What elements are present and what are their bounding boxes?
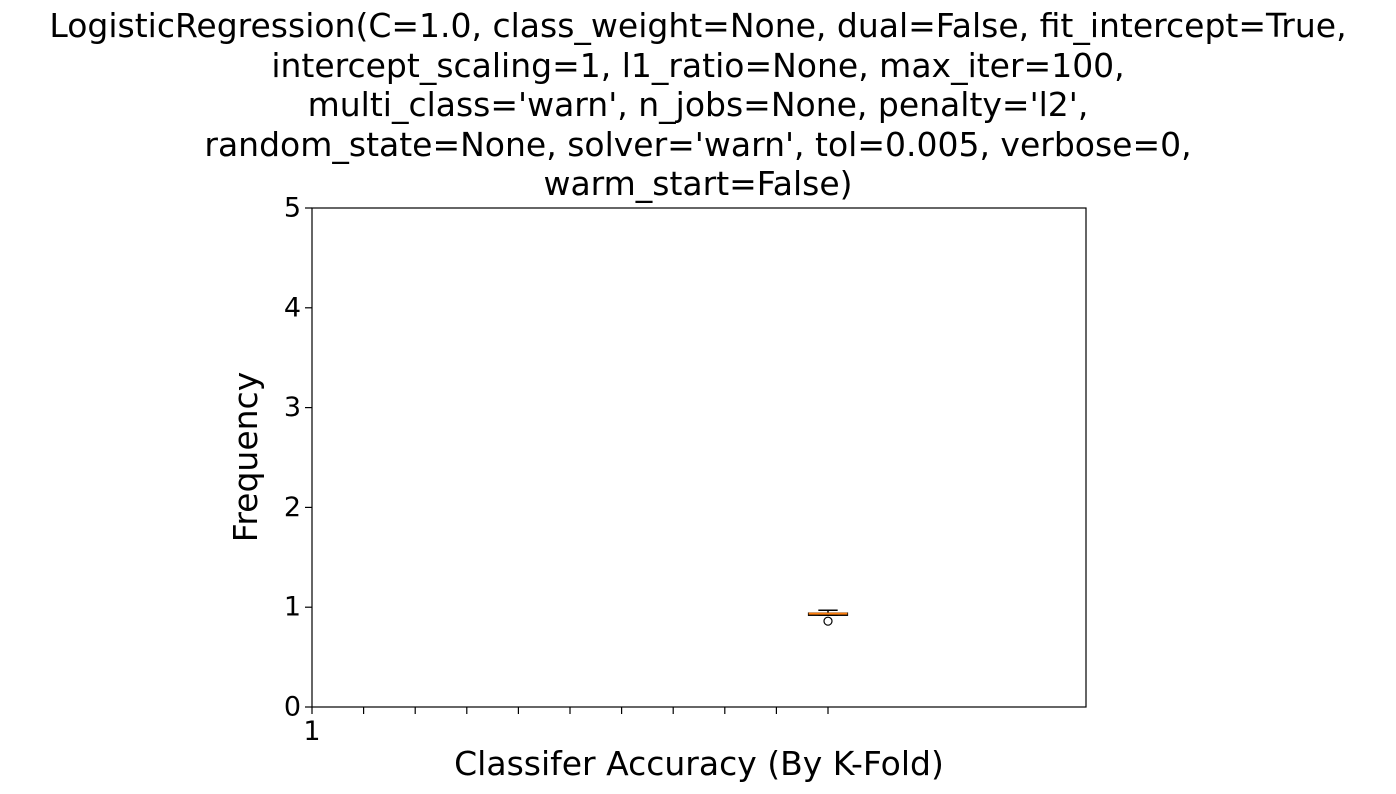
chart-title-line-2: intercept_scaling=1, l1_ratio=None, max_… — [271, 45, 1125, 85]
plot-frame — [311, 207, 1087, 708]
chart-title-line-3: multi_class='warn', n_jobs=None, penalty… — [307, 85, 1089, 124]
y-tick-label-2: 2 — [284, 492, 301, 523]
y-tick-label-5: 5 — [284, 193, 301, 224]
chart-title-line-4: random_state=None, solver='warn', tol=0.… — [204, 124, 1192, 164]
x-tick-label-0: 1 — [303, 716, 320, 747]
x-axis-label: Classifer Accuracy (By K-Fold) — [454, 744, 944, 783]
y-tick-label-4: 4 — [284, 292, 301, 323]
y-axis-label: Frequency — [226, 371, 265, 543]
chart-title-line-5: warm_start=False) — [543, 164, 853, 203]
y-tick-label-3: 3 — [284, 392, 301, 423]
chart-title: LogisticRegression(C=1.0, class_weight=N… — [0, 6, 1396, 204]
box-flier-0-0 — [823, 616, 833, 626]
y-tick-label-0: 0 — [284, 692, 301, 723]
y-tick-label-1: 1 — [284, 592, 301, 623]
chart-title-line-1: LogisticRegression(C=1.0, class_weight=N… — [49, 6, 1347, 45]
